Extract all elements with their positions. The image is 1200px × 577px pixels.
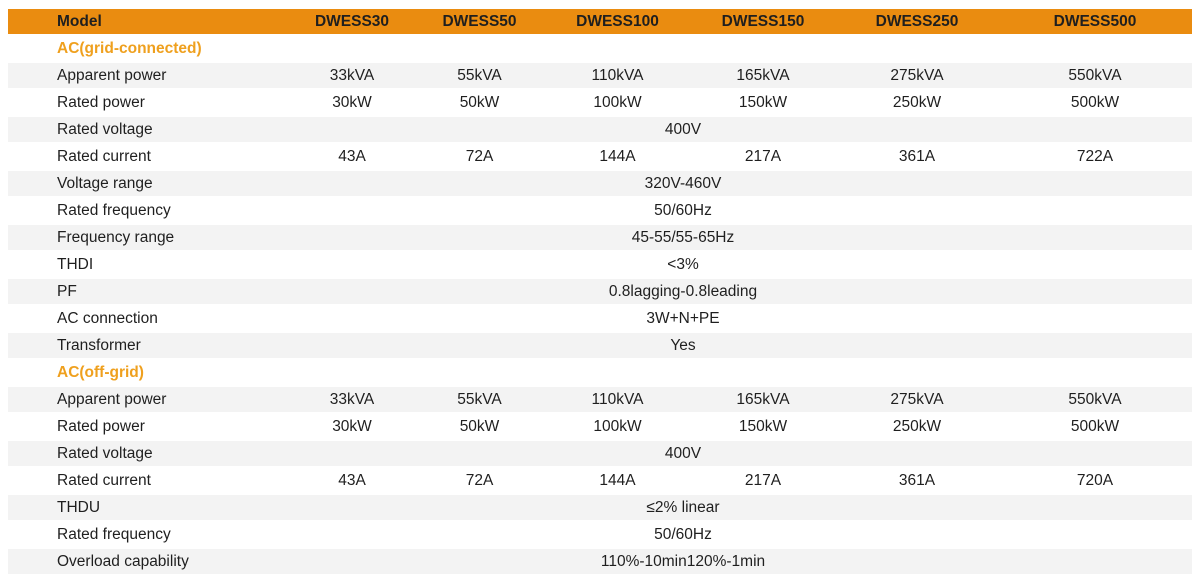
- value-cell: 550kVA: [998, 387, 1192, 412]
- spec-row: THDI <3%: [8, 252, 1192, 277]
- spec-row: PF 0.8lagging-0.8leading: [8, 279, 1192, 304]
- value-cell: 33kVA: [290, 63, 414, 88]
- value-cell: 722A: [998, 144, 1192, 169]
- value-cell: 250kW: [836, 414, 998, 439]
- row-label: PF: [8, 279, 290, 304]
- section-header-row: AC(grid-connected): [8, 36, 1192, 61]
- value-cell: 217A: [690, 144, 836, 169]
- value-cell: 100kW: [545, 90, 690, 115]
- spec-row: Rated voltage 400V: [8, 441, 1192, 466]
- column-header-dwess30: DWESS30: [290, 9, 414, 34]
- merged-value-cell: 110%-10min120%-1min: [290, 549, 1192, 574]
- column-header-dwess100: DWESS100: [545, 9, 690, 34]
- spec-row: Overload capability 110%-10min120%-1min: [8, 549, 1192, 574]
- value-cell: 30kW: [290, 414, 414, 439]
- row-label: Rated voltage: [8, 441, 290, 466]
- section-title: AC(off-grid): [8, 360, 1192, 385]
- header-row: Model DWESS30 DWESS50 DWESS100 DWESS150 DWES…: [8, 9, 1192, 34]
- spec-row: Rated frequency 50/60Hz: [8, 198, 1192, 223]
- row-label: Rated power: [8, 90, 290, 115]
- value-cell: 43A: [290, 468, 414, 493]
- merged-value-cell: ≤2% linear: [290, 495, 1192, 520]
- value-cell: 72A: [414, 468, 545, 493]
- value-cell: 720A: [998, 468, 1192, 493]
- row-label: Rated voltage: [8, 117, 290, 142]
- column-header-dwess250: DWESS250: [836, 9, 998, 34]
- row-label: Frequency range: [8, 225, 290, 250]
- section-title: AC(grid-connected): [8, 36, 1192, 61]
- spec-row: Transformer Yes: [8, 333, 1192, 358]
- row-label: Voltage range: [8, 171, 290, 196]
- value-cell: 165kVA: [690, 387, 836, 412]
- value-cell: 500kW: [998, 414, 1192, 439]
- value-cell: 144A: [545, 468, 690, 493]
- value-cell: 72A: [414, 144, 545, 169]
- merged-value-cell: 0.8lagging-0.8leading: [290, 279, 1192, 304]
- value-cell: 43A: [290, 144, 414, 169]
- value-cell: 165kVA: [690, 63, 836, 88]
- value-cell: 144A: [545, 144, 690, 169]
- row-label: THDU: [8, 495, 290, 520]
- spec-table: Model DWESS30 DWESS50 DWESS100 DWESS150 DWES…: [8, 7, 1192, 576]
- merged-value-cell: 400V: [290, 441, 1192, 466]
- spec-row: Frequency range 45-55/55-65Hz: [8, 225, 1192, 250]
- spec-row: Rated frequency 50/60Hz: [8, 522, 1192, 547]
- merged-value-cell: Yes: [290, 333, 1192, 358]
- spec-row: Apparent power 33kVA 55kVA 110kVA 165kVA 275k…: [8, 63, 1192, 88]
- merged-value-cell: <3%: [290, 252, 1192, 277]
- column-header-dwess500: DWESS500: [998, 9, 1192, 34]
- spec-row: AC connection 3W+N+PE: [8, 306, 1192, 331]
- row-label: Rated current: [8, 144, 290, 169]
- value-cell: 500kW: [998, 90, 1192, 115]
- merged-value-cell: 50/60Hz: [290, 522, 1192, 547]
- row-label: Rated current: [8, 468, 290, 493]
- row-label: Transformer: [8, 333, 290, 358]
- row-label: Rated frequency: [8, 522, 290, 547]
- spec-row: Apparent power 33kVA 55kVA 110kVA 165kVA 275k…: [8, 387, 1192, 412]
- row-label: Apparent power: [8, 387, 290, 412]
- value-cell: 275kVA: [836, 63, 998, 88]
- row-label: THDI: [8, 252, 290, 277]
- spec-row: THDU ≤2% linear: [8, 495, 1192, 520]
- section-header-row: AC(off-grid): [8, 360, 1192, 385]
- value-cell: 275kVA: [836, 387, 998, 412]
- value-cell: 361A: [836, 144, 998, 169]
- column-header-dwess150: DWESS150: [690, 9, 836, 34]
- value-cell: 361A: [836, 468, 998, 493]
- value-cell: 150kW: [690, 414, 836, 439]
- value-cell: 217A: [690, 468, 836, 493]
- merged-value-cell: 50/60Hz: [290, 198, 1192, 223]
- value-cell: 33kVA: [290, 387, 414, 412]
- row-label: AC connection: [8, 306, 290, 331]
- row-label: Overload capability: [8, 549, 290, 574]
- spec-row: Rated current 43A 72A 144A 217A 361A 720A: [8, 468, 1192, 493]
- table-header: Model DWESS30 DWESS50 DWESS100 DWESS150 DWES…: [8, 9, 1192, 34]
- value-cell: 150kW: [690, 90, 836, 115]
- value-cell: 55kVA: [414, 387, 545, 412]
- value-cell: 110kVA: [545, 387, 690, 412]
- row-label: Rated frequency: [8, 198, 290, 223]
- merged-value-cell: 3W+N+PE: [290, 306, 1192, 331]
- value-cell: 50kW: [414, 90, 545, 115]
- spec-row: Rated voltage 400V: [8, 117, 1192, 142]
- spec-row: Voltage range 320V-460V: [8, 171, 1192, 196]
- value-cell: 550kVA: [998, 63, 1192, 88]
- spec-row: Rated power 30kW 50kW 100kW 150kW 250kW 500kW: [8, 90, 1192, 115]
- value-cell: 100kW: [545, 414, 690, 439]
- spec-row: Rated power 30kW 50kW 100kW 150kW 250kW 500kW: [8, 414, 1192, 439]
- table-body: AC(grid-connected) Apparent power 33kVA 55k…: [8, 36, 1192, 574]
- value-cell: 30kW: [290, 90, 414, 115]
- model-column-header: Model: [8, 9, 290, 34]
- value-cell: 250kW: [836, 90, 998, 115]
- value-cell: 110kVA: [545, 63, 690, 88]
- value-cell: 50kW: [414, 414, 545, 439]
- value-cell: 55kVA: [414, 63, 545, 88]
- merged-value-cell: 320V-460V: [290, 171, 1192, 196]
- merged-value-cell: 400V: [290, 117, 1192, 142]
- merged-value-cell: 45-55/55-65Hz: [290, 225, 1192, 250]
- row-label: Rated power: [8, 414, 290, 439]
- spec-row: Rated current 43A 72A 144A 217A 361A 722A: [8, 144, 1192, 169]
- column-header-dwess50: DWESS50: [414, 9, 545, 34]
- row-label: Apparent power: [8, 63, 290, 88]
